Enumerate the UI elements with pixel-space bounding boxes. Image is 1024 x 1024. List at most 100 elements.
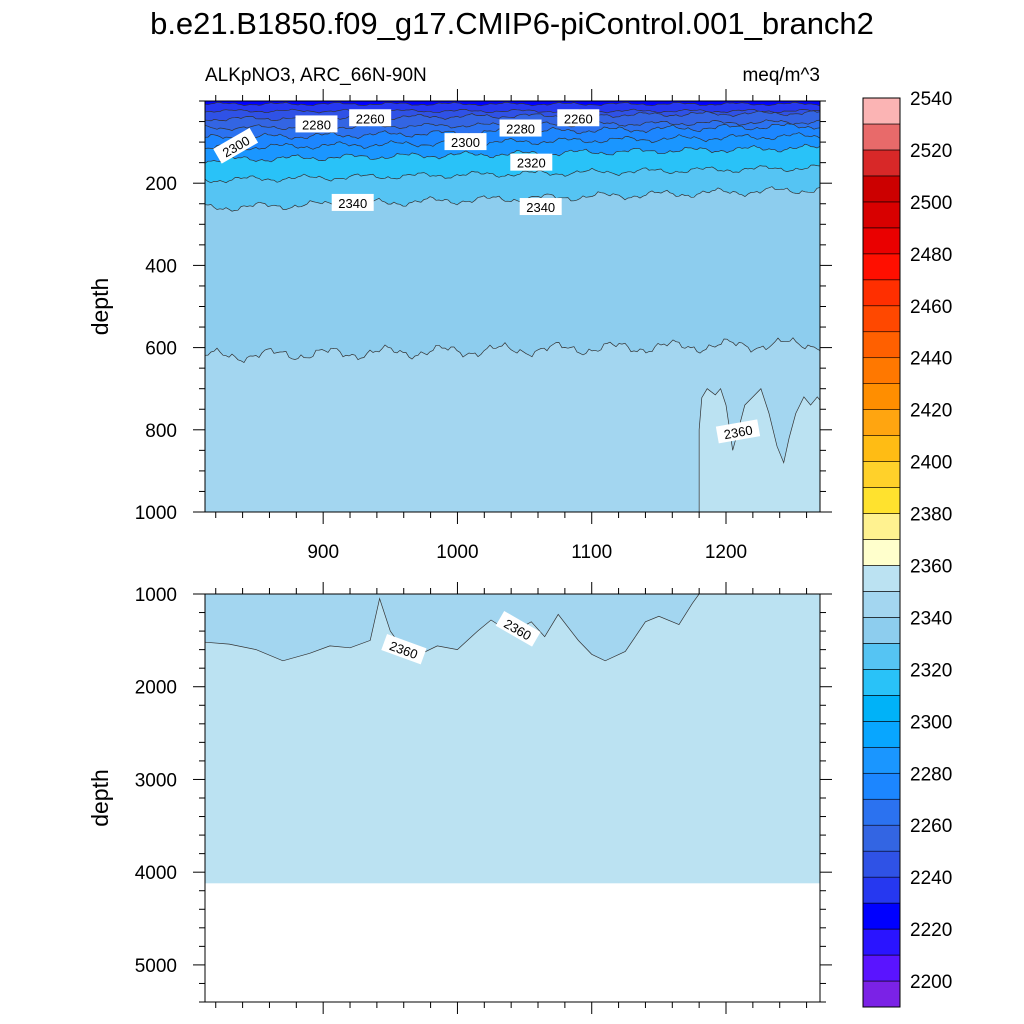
contour-line [205,337,820,363]
y-axis-label: depth [87,278,113,336]
contour-label-text: 2340 [338,196,367,211]
x-tick-label: 1000 [436,542,478,563]
y-tick-label: 1000 [135,503,177,524]
colorbar-swatch [862,669,901,696]
contour-label-bg [295,115,338,133]
colorbar-swatch [862,721,901,748]
colorbar-swatch [862,279,901,307]
colorbar-swatch [862,824,901,852]
contour-label-bg [495,610,541,647]
y-tick-label: 200 [145,174,177,195]
contour-label: 2320 [510,153,553,171]
contour-line [205,101,820,107]
contour-label: 2300 [444,133,487,151]
main-title: b.e21.B1850.f09_g17.CMIP6-piControl.001_… [150,6,874,41]
colorbar-label: 2340 [910,608,952,629]
left-subtitle: ALKpNO3, ARC_66N-90N [205,65,427,86]
colorbar-frame [862,97,901,1008]
colorbar-swatch [862,97,901,125]
y-tick-label: 5000 [135,956,177,977]
colorbar-swatch [862,461,901,488]
contour-label-bg [715,419,761,444]
colorbar-label: 2500 [910,193,952,214]
colorbar-swatch [862,643,901,670]
colorbar-swatch [862,513,901,540]
y-tick-label: 600 [145,339,177,360]
colorbar-swatch [862,565,901,592]
contour-label-bg [331,193,374,211]
colorbar-swatch [862,850,901,878]
colorbar-swatch [862,123,901,151]
colorbar-swatch [862,409,901,436]
colorbar-swatch [862,591,901,618]
contour-label-text: 2340 [526,200,555,215]
units-subtitle: meq/m^3 [742,65,820,86]
colorbar-swatch [862,253,901,281]
contour-label-bg [519,198,562,216]
colorbar-label: 2420 [910,401,952,422]
colorbar-swatch [862,695,901,722]
colorbar-label: 2280 [910,764,952,785]
colorbar-label: 2360 [910,556,952,577]
contour-label-bg [213,127,259,164]
contour-label: 2340 [519,198,562,216]
contour-line [205,164,820,184]
x-tick-label: 1200 [705,542,747,563]
colorbar-swatch [862,798,901,826]
colorbar-swatch [862,305,901,333]
y-axis-label: depth [87,769,113,827]
colorbar-label: 2540 [910,89,952,110]
colorbar-label: 2380 [910,505,952,526]
y-tick-label: 4000 [135,863,177,884]
colorbar-label: 2260 [910,816,952,837]
colorbar-swatch [862,175,901,203]
colorbar-swatch [862,331,901,359]
colorbar-swatch [862,149,901,177]
colorbar-swatch [862,487,901,514]
contour-label-bg [349,109,392,127]
colorbar-label: 2480 [910,245,952,266]
x-tick-label: 1100 [571,542,612,563]
y-tick-label: 400 [145,256,177,277]
y-tick-label: 1000 [135,585,177,606]
colorbar-swatch [862,357,901,384]
contour-label: 2280 [499,119,542,137]
contour-label-text: 2260 [564,111,593,126]
contour-label: 2360 [715,419,761,444]
contour-label-bg [499,119,542,137]
contour-label: 2280 [295,115,338,133]
y-tick-label: 3000 [135,770,177,791]
contour-label-text: 2320 [517,156,546,171]
colorbar-label: 2200 [910,972,952,993]
contour-label-text: 2360 [723,422,754,442]
contour-label-text: 2300 [451,135,480,150]
contour-label-bg [381,633,427,665]
contour-label-text: 2280 [506,122,535,137]
contour-line [205,143,820,164]
x-tick-label: 900 [307,542,339,563]
contour-label: 2260 [349,109,392,127]
upper-panel: 200 400 600 800 1000 900 1000 1100 1200 depth 2300… [87,89,832,563]
colorbar-label: 2440 [910,349,952,370]
colorbar-swatch [862,902,901,930]
contour-label-text: 2280 [302,117,331,132]
contour-label: 2260 [557,109,600,127]
contour-line [205,108,820,114]
colorbar-swatch [862,746,901,774]
lower-contour-fill [205,594,820,884]
contour-line [205,594,700,662]
contour-line [205,132,820,151]
contour-label-bg [444,133,487,151]
contour-label-bg [510,153,553,171]
colorbar-swatch [862,435,901,462]
colorbar-label: 2400 [910,453,952,474]
contour-band [205,101,820,106]
contour-label: 2340 [331,193,374,211]
colorbar-swatch [862,539,901,566]
colorbar: 2200 2220 2240 2260 2280 2300 2320 2340 2360 2380… [862,89,952,1008]
band-2350 [205,594,700,661]
y-tick-label: 2000 [135,678,177,699]
contour-line [205,186,820,212]
